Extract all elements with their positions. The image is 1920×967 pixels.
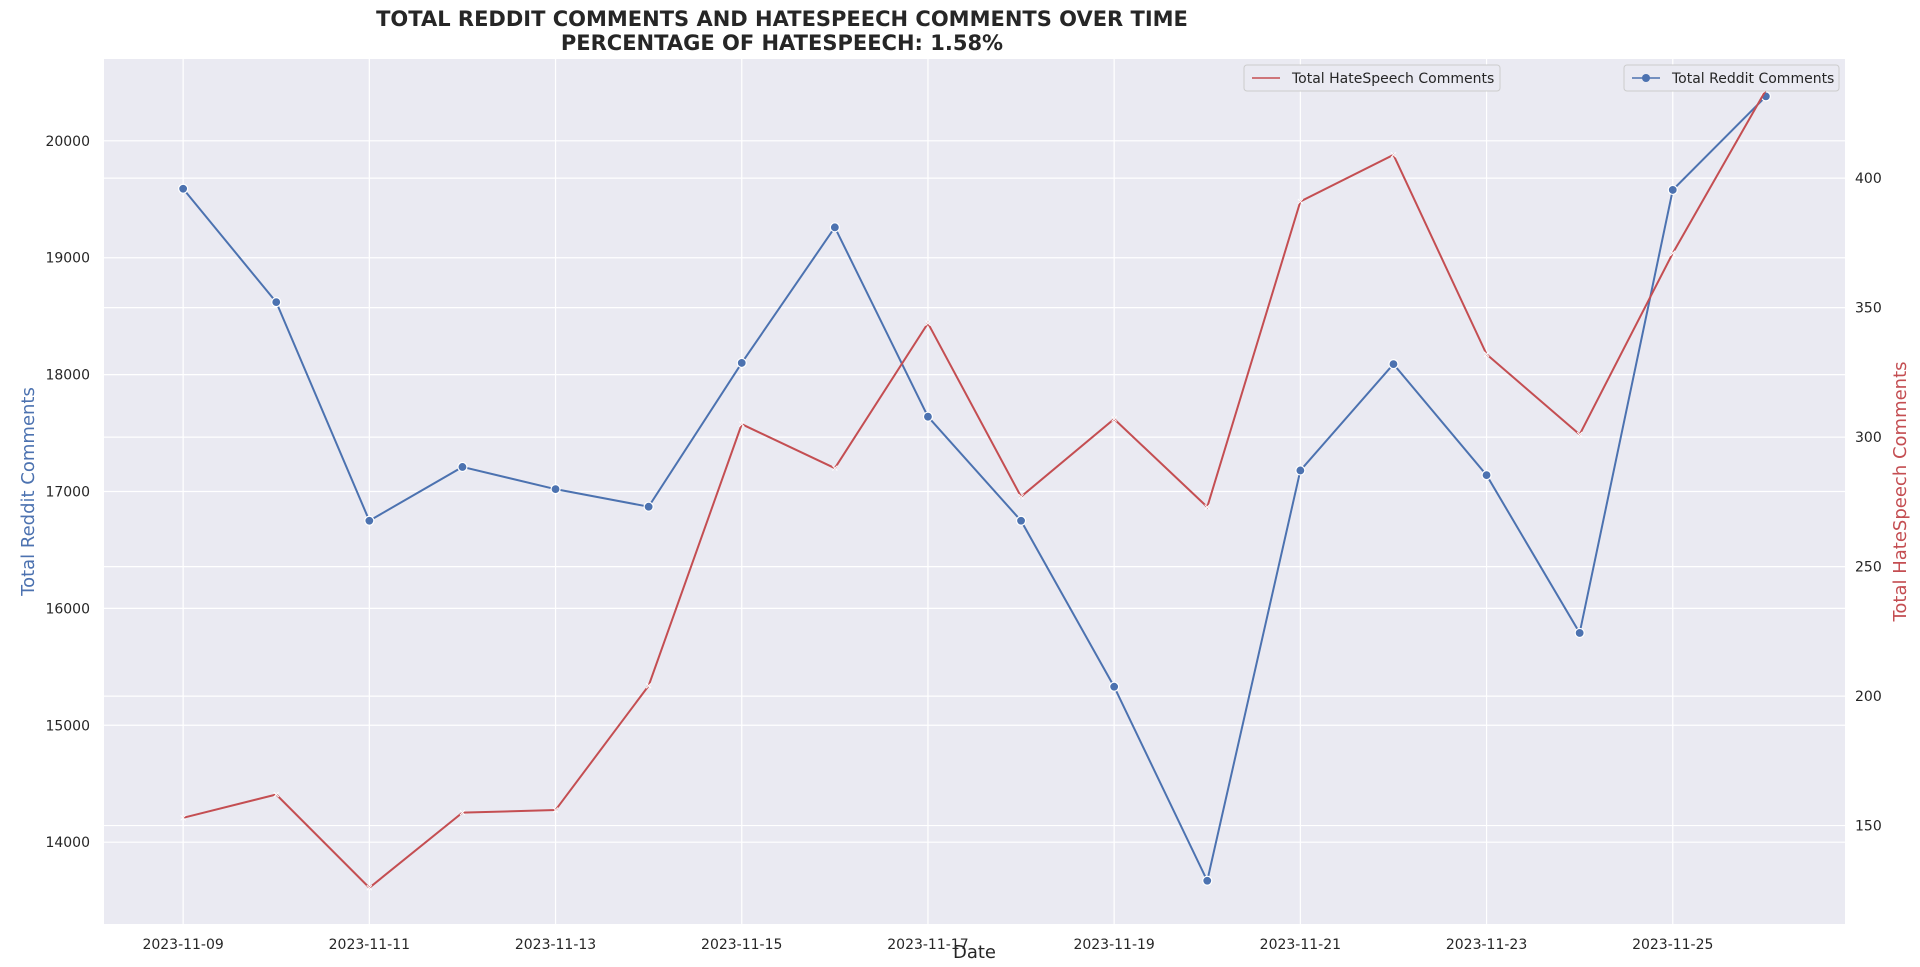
y-right-tick-label: 400: [1855, 171, 1882, 187]
y-axis-left-ticks: 14000 15000 16000 17000 18000 19000 20000: [45, 134, 90, 851]
y-left-tick-label: 19000: [45, 251, 90, 267]
marker-stroke: [1576, 431, 1583, 438]
data-point-hatespeech: [1018, 493, 1024, 500]
legend-reddit-box: [1623, 64, 1840, 92]
data-point-hatespeech: [552, 807, 559, 813]
series-line-hatespeech: [182, 89, 1767, 890]
data-point-hatespeech: [1390, 151, 1397, 158]
y-axis-left-label: Total Reddit Comments: [18, 387, 39, 597]
y-left-tick-label: 14000: [45, 835, 90, 851]
x-tick-label: 2023-11-21: [1260, 937, 1341, 953]
marker-stroke: [180, 814, 186, 821]
legend-hatespeech: Total HateSpeech Comments: [1243, 64, 1501, 92]
x-tick-label: 2023-11-15: [701, 937, 782, 953]
y-left-tick-label: 15000: [45, 718, 90, 734]
data-point-hatespeech: [1204, 504, 1211, 510]
legend-hatespeech-label: Total HateSpeech Comments: [1291, 71, 1494, 87]
y-right-tick-label: 250: [1855, 560, 1882, 576]
data-point-hatespeech: [273, 791, 280, 798]
x-tick-label: 2023-11-19: [1073, 937, 1154, 953]
data-point-reddit: [829, 222, 840, 233]
data-point-reddit: [1202, 875, 1213, 886]
marker-stroke: [1297, 198, 1304, 205]
x-axis-ticks: 2023-11-09 2023-11-11 2023-11-13 2023-11-15…: [142, 937, 1713, 953]
data-point-reddit: [922, 411, 934, 422]
x-tick-label: 2023-11-13: [515, 937, 596, 953]
marker-stroke: [1669, 250, 1676, 257]
marker-stroke: [1390, 151, 1397, 158]
x-tick-label: 2023-11-11: [329, 937, 410, 953]
y-right-tick-label: 150: [1855, 819, 1882, 835]
marker-stroke: [738, 421, 745, 428]
y-right-tick-label: 350: [1855, 301, 1882, 317]
data-point-reddit: [1015, 515, 1027, 526]
chart-title-line-2: PERCENTAGE OF HATESPEECH: 1.58%: [561, 31, 1003, 55]
data-point-hatespeech: [1669, 250, 1676, 257]
data-point-reddit: [1481, 470, 1492, 481]
y-right-tick-label: 200: [1855, 689, 1882, 705]
marker-stroke: [1204, 504, 1211, 510]
data-point-hatespeech: [831, 465, 838, 472]
data-point-reddit: [1295, 465, 1306, 476]
data-point-reddit: [550, 484, 561, 495]
data-point-hatespeech: [738, 421, 745, 428]
marker-stroke: [925, 320, 931, 327]
data-point-hatespeech: [459, 809, 466, 816]
y-axis-right-label: Total HateSpeech Comments: [1890, 361, 1911, 622]
x-tick-label: 2023-11-09: [142, 937, 223, 953]
y-left-tick-label: 18000: [45, 368, 90, 384]
legend-reddit-marker: [1642, 74, 1650, 82]
data-point-hatespeech: [1297, 198, 1304, 205]
data-point-hatespeech: [366, 884, 373, 891]
data-point-hatespeech: [645, 682, 652, 689]
data-point-reddit: [1109, 681, 1120, 692]
data-point-reddit: [1667, 184, 1678, 196]
data-point-reddit: [736, 357, 747, 369]
legend-reddit: Total Reddit Comments: [1623, 64, 1840, 92]
x-tick-label: 2023-11-17: [887, 937, 968, 953]
data-point-hatespeech: [925, 320, 931, 327]
marker-stroke: [273, 791, 280, 798]
x-tick-label: 2023-11-25: [1632, 937, 1713, 953]
y-left-tick-label: 16000: [45, 601, 90, 617]
legend-hatespeech-box: [1243, 64, 1501, 92]
y-left-tick-label: 20000: [45, 134, 90, 150]
marker-stroke: [552, 807, 559, 813]
data-point-reddit: [457, 461, 468, 473]
data-point-reddit: [643, 501, 654, 512]
data-point-hatespeech: [1111, 416, 1118, 422]
marker-stroke: [1483, 351, 1490, 358]
y-left-tick-label: 17000: [45, 485, 90, 501]
marker-stroke: [1111, 416, 1118, 422]
chart-title-line-1: TOTAL REDDIT COMMENTS AND HATESPEECH COM…: [376, 7, 1188, 31]
grid-lines: [104, 59, 1845, 924]
x-axis-label: Date: [953, 942, 996, 963]
series-layer: [178, 87, 1771, 891]
data-point-hatespeech: [1483, 351, 1490, 358]
y-axis-right-ticks: 150 200 250 300 350 400: [1855, 171, 1882, 834]
y-right-tick-label: 300: [1855, 430, 1882, 446]
marker-stroke: [831, 465, 838, 472]
marker-stroke: [645, 682, 652, 689]
marker-stroke: [366, 884, 373, 891]
data-point-reddit: [364, 515, 375, 526]
series-line-reddit: [182, 95, 1767, 884]
data-point-reddit: [1574, 627, 1585, 639]
data-point-hatespeech: [180, 814, 186, 821]
marker-stroke: [1018, 493, 1024, 500]
marker-stroke: [459, 809, 466, 816]
x-tick-label: 2023-11-23: [1446, 937, 1527, 953]
data-point-reddit: [271, 297, 282, 308]
data-point-reddit: [1388, 358, 1399, 370]
data-point-reddit: [178, 183, 189, 194]
data-point-hatespeech: [1576, 431, 1583, 438]
legend-reddit-label: Total Reddit Comments: [1671, 71, 1834, 87]
